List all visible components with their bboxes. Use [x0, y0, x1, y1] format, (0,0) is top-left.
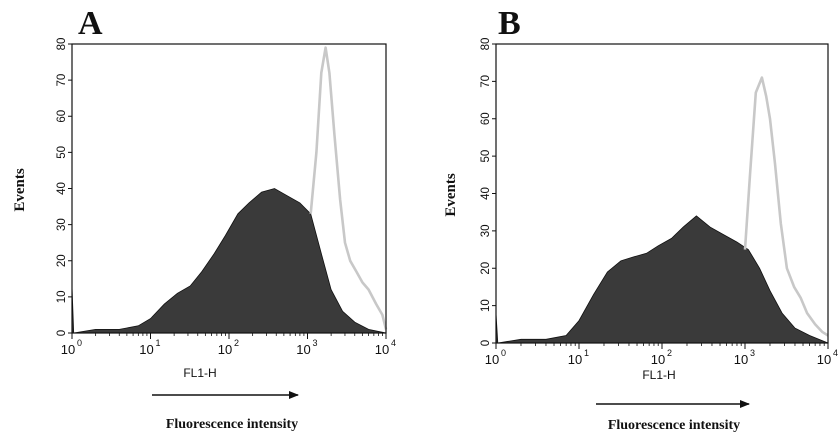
panel-a-x-tick-label: 10: [375, 342, 389, 357]
panel-b-x-tick-exponent: 0: [501, 348, 506, 358]
panel-b-y-tick-label: 20: [480, 262, 492, 275]
panel-a-x-tick-exponent: 0: [77, 338, 82, 348]
panel-b-outline-histogram: [743, 76, 829, 337]
panel-a-x-tick-label: 10: [61, 342, 75, 357]
panel-b-x-tick-exponent: 2: [667, 348, 672, 358]
panel-a-letter: A: [78, 5, 103, 42]
panel-b-y-tick-label: 10: [480, 299, 492, 312]
panel-b-filled-histogram: [495, 215, 829, 344]
panel-a-y-tick-label: 60: [56, 110, 68, 123]
panel-b-x-tick-exponent: 1: [584, 348, 589, 358]
panel-a-y-tick-label: 0: [56, 330, 68, 336]
panel-a-x-tick-exponent: 1: [156, 338, 161, 348]
panel-a-annotation: Fluorescence intensity: [166, 417, 298, 432]
panel-b-x-tick-label: 10: [817, 352, 831, 367]
panel-b-x-tick-exponent: 3: [750, 348, 755, 358]
panel-a-y-tick-label: 50: [56, 146, 68, 159]
panel-a-y-tick-label: 10: [56, 290, 68, 303]
panel-a-y-tick-label: 70: [56, 74, 68, 87]
panel-a-x-tick-exponent: 2: [234, 338, 239, 348]
panel-b-y-axis-label: Events: [443, 173, 459, 217]
panel-b-y-tick-label: 80: [480, 38, 492, 51]
panel-a-y-axis-label: Events: [12, 168, 28, 212]
panel-b-y-tick-label: 30: [480, 224, 492, 237]
panel-a-filled-histogram: [71, 188, 387, 334]
panel-b-x-tick-label: 10: [485, 352, 499, 367]
panel-a-y-tick-label: 80: [56, 38, 68, 51]
panel-a-y-tick-label: 40: [56, 182, 68, 195]
panel-a-outline-histogram: [309, 46, 388, 330]
panel-b-x-axis-label: FL1-H: [642, 368, 675, 382]
panel-b-x-tick-label: 10: [734, 352, 748, 367]
panel-b-letter: B: [498, 5, 521, 42]
panel-a-x-axis-label: FL1-H: [183, 366, 216, 380]
panel-b-x-tick-exponent: 4: [833, 348, 838, 358]
panel-a-x-tick-exponent: 4: [391, 338, 396, 348]
panel-b-x-tick-label: 10: [568, 352, 582, 367]
panel-b-annotation: Fluorescence intensity: [608, 418, 740, 433]
panel-b-y-tick-label: 50: [480, 150, 492, 163]
panel-a-x-tick-label: 10: [139, 342, 153, 357]
panel-a-x-tick-label: 10: [296, 342, 310, 357]
panel-a-y-tick-label: 20: [56, 254, 68, 267]
panel-b-y-tick-label: 60: [480, 112, 492, 125]
panel-b-y-tick-label: 40: [480, 187, 492, 200]
panel-a-x-tick-label: 10: [218, 342, 232, 357]
panel-b-y-tick-label: 70: [480, 75, 492, 88]
panel-a-x-tick-exponent: 3: [313, 338, 318, 348]
panel-a-y-tick-label: 30: [56, 218, 68, 231]
panel-b-y-tick-label: 0: [480, 340, 492, 346]
panel-b-x-tick-label: 10: [651, 352, 665, 367]
